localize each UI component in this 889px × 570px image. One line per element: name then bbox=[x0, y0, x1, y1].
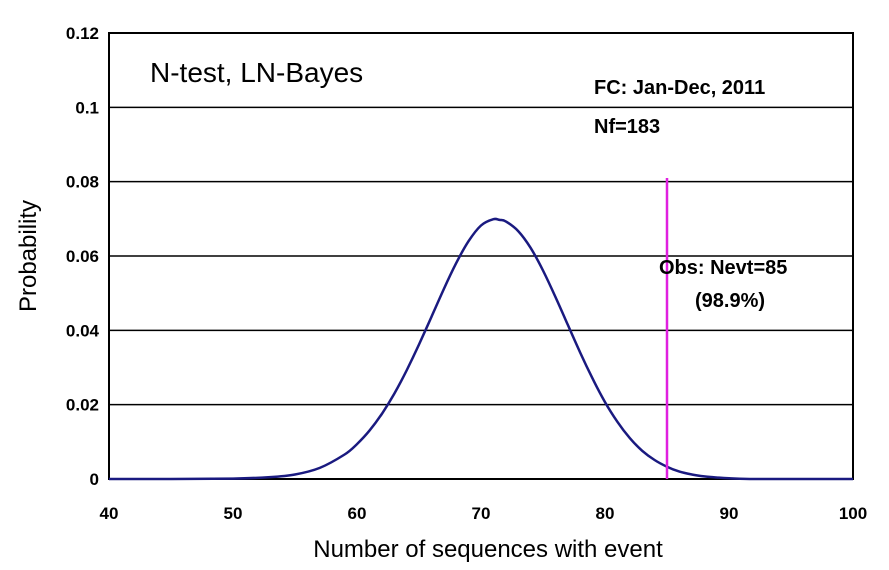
y-tick-label: 0 bbox=[90, 470, 99, 489]
x-tick-label: 100 bbox=[839, 504, 867, 523]
y-tick-label: 0.12 bbox=[66, 24, 99, 43]
y-tick-label: 0.08 bbox=[66, 173, 99, 192]
x-tick-labels: 40 50 60 70 80 90 100 bbox=[100, 504, 868, 523]
x-tick-label: 90 bbox=[720, 504, 739, 523]
x-tick-label: 60 bbox=[348, 504, 367, 523]
x-tick-label: 70 bbox=[472, 504, 491, 523]
x-tick-label: 50 bbox=[224, 504, 243, 523]
x-tick-label: 80 bbox=[596, 504, 615, 523]
y-tick-label: 0.02 bbox=[66, 396, 99, 415]
chart-title: N-test, LN-Bayes bbox=[150, 57, 363, 88]
x-tick-label: 40 bbox=[100, 504, 119, 523]
y-tick-label: 0.06 bbox=[66, 247, 99, 266]
x-axis-title: Number of sequences with event bbox=[313, 536, 663, 563]
observed-percent-label: (98.9%) bbox=[695, 290, 765, 312]
y-axis-title: Probability bbox=[15, 200, 42, 312]
forecast-label: FC: Jan-Dec, 2011 bbox=[594, 77, 765, 99]
y-tick-label: 0.1 bbox=[75, 98, 99, 117]
y-tick-labels: 0 0.02 0.04 0.06 0.08 0.1 0.12 bbox=[66, 24, 100, 489]
plot-area bbox=[108, 32, 854, 480]
y-tick-label: 0.04 bbox=[66, 321, 100, 340]
gridlines bbox=[109, 106, 853, 406]
nf-label: Nf=183 bbox=[594, 116, 660, 138]
series-line bbox=[108, 217, 853, 481]
observed-label: Obs: Nevt=85 bbox=[659, 257, 787, 279]
